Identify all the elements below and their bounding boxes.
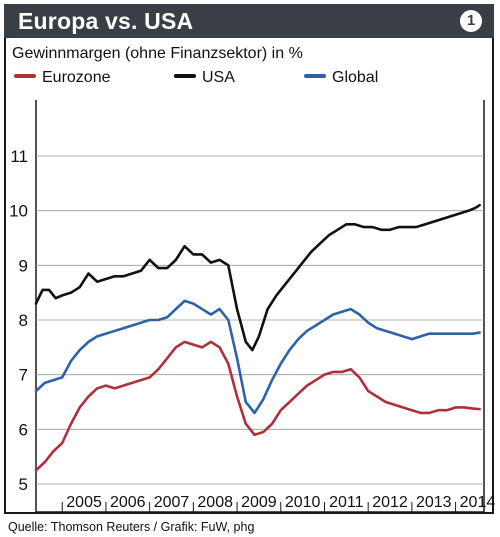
- x-tick-label-2013: 2013: [416, 494, 452, 511]
- y-tick-label-5: 5: [19, 475, 28, 494]
- x-tick-label-2007: 2007: [154, 494, 190, 511]
- x-tick-label-2005: 2005: [66, 494, 102, 511]
- y-tick-label-8: 8: [19, 311, 28, 330]
- x-tick-label-2006: 2006: [110, 494, 146, 511]
- x-tick-label-2009: 2009: [241, 494, 277, 511]
- x-tick-label-2014: 2014: [460, 494, 496, 511]
- x-tick-label-2011: 2011: [329, 494, 364, 511]
- x-tick-label-2008: 2008: [197, 494, 233, 511]
- y-tick-label-11: 11: [10, 147, 28, 166]
- y-tick-label-10: 10: [9, 202, 28, 221]
- x-tick-label-2010: 2010: [285, 494, 321, 511]
- source-note: Quelle: Thomson Reuters / Grafik: FuW, p…: [8, 520, 254, 534]
- series-line-global: [36, 301, 480, 413]
- y-tick-label-9: 9: [19, 256, 28, 275]
- y-tick-label-6: 6: [19, 420, 28, 439]
- series-line-usa: [36, 205, 480, 350]
- x-tick-label-2012: 2012: [372, 494, 408, 511]
- y-tick-label-7: 7: [19, 366, 28, 385]
